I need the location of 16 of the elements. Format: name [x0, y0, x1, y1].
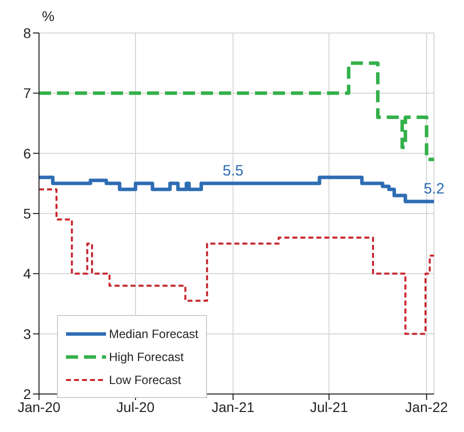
legend-label: Median Forecast — [109, 326, 198, 340]
y-tick-label: 5 — [23, 205, 32, 222]
annotation: 5.2 — [424, 180, 444, 198]
y-tick-label: 8 — [23, 24, 32, 41]
y-axis-title: % — [42, 8, 54, 24]
x-tick-label: Jan-22 — [405, 398, 448, 415]
y-tick-label: 3 — [23, 326, 32, 342]
y-tick-label: 6 — [23, 145, 32, 162]
y-tick-label: 7 — [23, 85, 32, 102]
legend-label: Low Forecast — [109, 372, 182, 386]
legend-label: High Forecast — [109, 350, 184, 364]
x-tick-label: Jul-20 — [116, 398, 155, 415]
y-tick-label: 4 — [23, 266, 32, 282]
x-tick-label: Jul-21 — [310, 398, 348, 415]
annotation: 5.5 — [222, 162, 244, 180]
x-tick-label: Jan-21 — [212, 398, 255, 415]
